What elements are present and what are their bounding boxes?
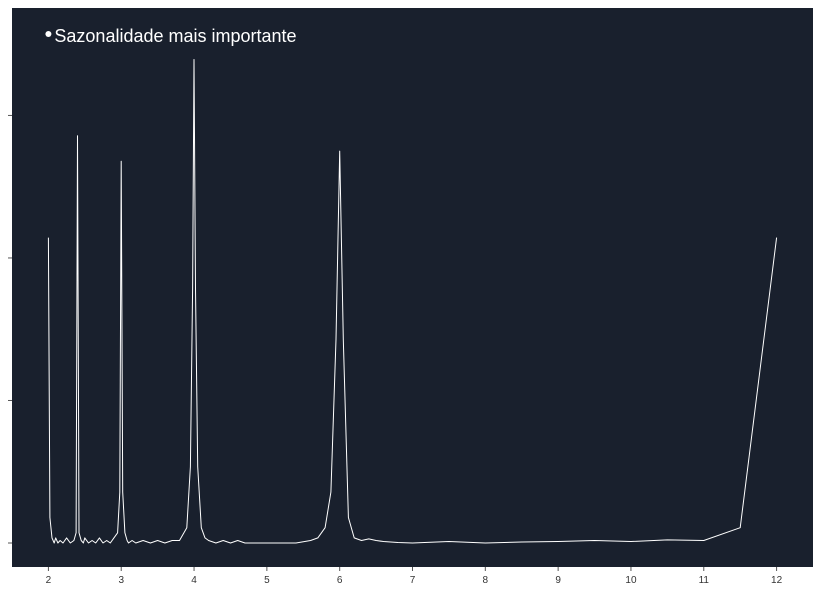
annotation-label: Sazonalidade mais importante: [54, 26, 296, 46]
x-tick-label: 9: [555, 575, 561, 586]
x-tick-label: 7: [410, 575, 416, 586]
x-tick-label: 6: [337, 575, 343, 586]
x-tick-label: 5: [264, 575, 270, 586]
x-tick-label: 4: [191, 575, 197, 586]
plot-panel: [12, 8, 813, 567]
x-tick-label: 12: [771, 575, 783, 586]
y-axis-ticks: [8, 114, 12, 544]
x-tick-label: 3: [118, 575, 124, 586]
series-line: [47, 59, 778, 544]
x-tick-label: 2: [46, 575, 52, 586]
x-tick-label: 8: [483, 575, 489, 586]
x-axis-ticks: 2 3 4 5 6 7 8 9 10 11 12: [46, 567, 783, 586]
x-tick-label: 11: [699, 575, 710, 586]
x-tick-label: 10: [625, 575, 637, 586]
annotation-point: [45, 31, 52, 37]
